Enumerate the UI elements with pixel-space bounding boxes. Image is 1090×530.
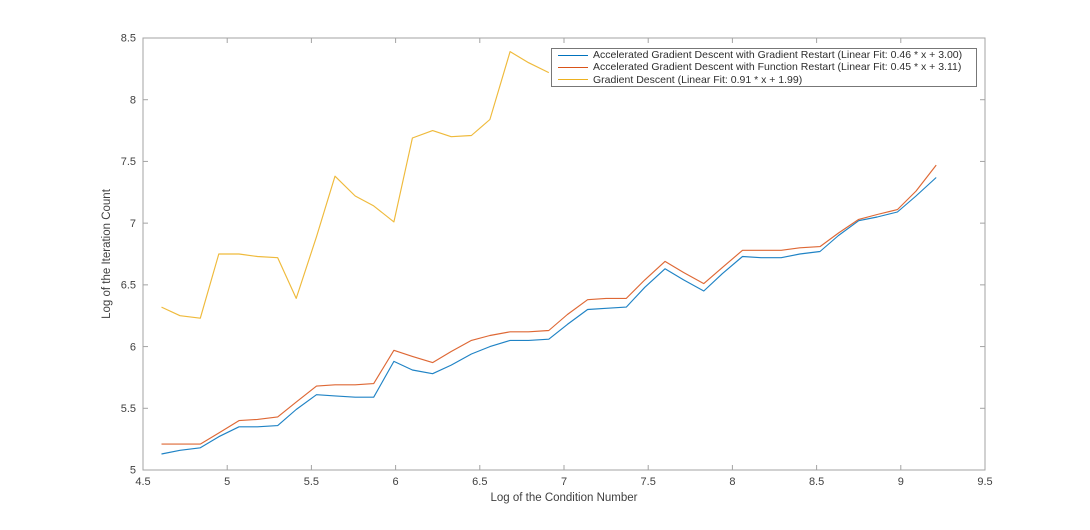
legend-line-swatch-function-restart: [558, 66, 588, 68]
legend-box: Accelerated Gradient Descent with Gradie…: [551, 48, 977, 87]
y-tick-label: 5.5: [121, 403, 136, 415]
y-axis-title: Log of the Iteration Count: [101, 189, 113, 319]
x-tick-label: 7.5: [641, 476, 656, 488]
legend-entry: Accelerated Gradient Descent with Functi…: [558, 61, 976, 73]
x-tick-label: 5: [224, 476, 230, 488]
x-tick-label: 8.5: [809, 476, 824, 488]
y-tick-label: 8.5: [121, 33, 136, 45]
legend-entry-label: Accelerated Gradient Descent with Gradie…: [593, 49, 963, 62]
x-tick-label: 6.5: [472, 476, 487, 488]
legend-entry: Gradient Descent (Linear Fit: 0.91 * x +…: [558, 74, 976, 86]
x-tick-label: 7: [561, 476, 567, 488]
series-line: [161, 51, 550, 319]
x-tick-label: 4.5: [135, 476, 150, 488]
series-line: [161, 164, 937, 445]
y-tick-label: 8: [130, 94, 136, 106]
y-tick-label: 6.5: [121, 280, 136, 292]
y-tick-label: 7.5: [121, 156, 136, 168]
x-tick-label: 5.5: [304, 476, 319, 488]
y-tick-label: 6: [130, 341, 136, 353]
legend-entry-label: Gradient Descent (Linear Fit: 0.91 * x +…: [593, 73, 803, 86]
y-tick-label: 7: [130, 218, 136, 230]
legend-entry-label: Accelerated Gradient Descent with Functi…: [593, 61, 962, 74]
x-tick-label: 8: [729, 476, 735, 488]
y-tick-label: 5: [130, 465, 136, 477]
series-line: [161, 177, 937, 455]
x-tick-label: 9.5: [977, 476, 992, 488]
x-tick-label: 9: [898, 476, 904, 488]
legend-line-swatch-gradient-restart: [558, 54, 588, 56]
legend-entry: Accelerated Gradient Descent with Gradie…: [558, 49, 976, 61]
x-axis-title: Log of the Condition Number: [490, 492, 638, 504]
plot-box: [142, 37, 986, 471]
legend-line-swatch-gradient-descent: [558, 79, 588, 81]
x-tick-label: 6: [393, 476, 399, 488]
